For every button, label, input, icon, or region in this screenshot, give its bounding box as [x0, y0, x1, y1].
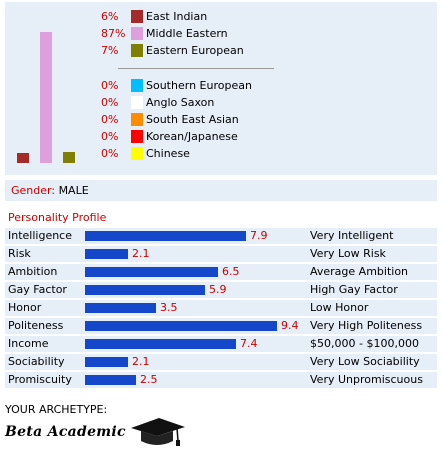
personality-row: Intelligence 7.9 Very Intelligent: [5, 228, 437, 244]
trait-bar: [85, 303, 156, 313]
ethnicity-row: 0% Anglo Saxon: [101, 96, 214, 110]
trait-description: Low Honor: [310, 301, 369, 314]
trait-value: 6.5: [222, 265, 240, 278]
trait-name: Risk: [8, 247, 31, 260]
personality-row: Risk 2.1 Very Low Risk: [5, 246, 437, 262]
ethnicity-percent: 0%: [101, 147, 119, 160]
trait-name: Politeness: [8, 319, 64, 332]
gender-row: Gender: MALE: [5, 180, 437, 201]
ethnicity-row: 7% Eastern European: [101, 44, 244, 58]
personality-profile-title: Personality Profile: [8, 211, 107, 224]
trait-bar: [85, 231, 246, 241]
trait-bar: [85, 339, 236, 349]
ethnicity-row: 0% South East Asian: [101, 113, 239, 127]
trait-description: Very Low Risk: [310, 247, 386, 260]
personality-row: Income 7.4 $50,000 - $100,000: [5, 336, 437, 352]
ethnicity-swatch: [131, 10, 143, 23]
ethnicity-percent: 7%: [101, 44, 119, 57]
ethnicity-row: 0% Southern European: [101, 79, 252, 93]
ethnicity-label: Anglo Saxon: [146, 96, 215, 109]
ethnicity-percent: 0%: [101, 130, 119, 143]
trait-description: $50,000 - $100,000: [310, 337, 419, 350]
trait-description: High Gay Factor: [310, 283, 398, 296]
trait-description: Very Unpromiscuous: [310, 373, 423, 386]
trait-value: 2.5: [140, 373, 158, 386]
personality-row: Ambition 6.5 Average Ambition: [5, 264, 437, 280]
gender-label: Gender:: [11, 184, 56, 197]
trait-name: Sociability: [8, 355, 65, 368]
trait-name: Gay Factor: [8, 283, 67, 296]
ethnicity-row: 6% East Indian: [101, 10, 207, 24]
ethnicity-label: Korean/Japanese: [146, 130, 238, 143]
trait-description: Very High Politeness: [310, 319, 423, 332]
graduation-cap-icon: [131, 418, 185, 446]
trait-description: Average Ambition: [310, 265, 409, 278]
ethnicity-swatch: [131, 27, 143, 40]
personality-row: Honor 3.5 Low Honor: [5, 300, 437, 316]
trait-value: 7.9: [250, 229, 268, 242]
trait-name: Intelligence: [8, 229, 73, 242]
ethnicity-swatch: [131, 96, 143, 109]
ethnicity-row: 0% Chinese: [101, 147, 190, 161]
archetype-name: Beta Academic: [5, 424, 126, 440]
ethnicity-divider: [118, 68, 274, 69]
trait-bar: [85, 321, 277, 331]
personality-row: Promiscuity 2.5 Very Unpromiscuous: [5, 372, 437, 388]
trait-name: Promiscuity: [8, 373, 72, 386]
trait-value: 9.4: [281, 319, 299, 332]
ethnicity-bar-eastern-european: [63, 152, 75, 163]
ethnicity-label: South East Asian: [146, 113, 239, 126]
personality-row: Gay Factor 5.9 High Gay Factor: [5, 282, 437, 298]
ethnicity-percent: 0%: [101, 96, 119, 109]
trait-bar: [85, 357, 128, 367]
ethnicity-bar-east-indian: [17, 153, 29, 163]
ethnicity-label: Chinese: [146, 147, 190, 160]
ethnicity-swatch: [131, 147, 143, 160]
ethnicity-percent: 6%: [101, 10, 119, 23]
ethnicity-row: 0% Korean/Japanese: [101, 130, 238, 144]
personality-row: Politeness 9.4 Very High Politeness: [5, 318, 437, 334]
ethnicity-percent: 0%: [101, 113, 119, 126]
trait-value: 3.5: [160, 301, 178, 314]
ethnicity-swatch: [131, 79, 143, 92]
ethnicity-label: East Indian: [146, 10, 208, 23]
trait-name: Ambition: [8, 265, 58, 278]
trait-bar: [85, 375, 136, 385]
trait-description: Very Low Sociability: [310, 355, 420, 368]
ethnicity-bar-middle-eastern: [40, 32, 52, 163]
trait-value: 7.4: [240, 337, 258, 350]
trait-description: Very Intelligent: [310, 229, 394, 242]
ethnicity-label: Southern European: [146, 79, 252, 92]
trait-value: 2.1: [132, 247, 150, 260]
ethnicity-panel: 6% East Indian 87% Middle Eastern 7% Eastern …: [5, 2, 437, 175]
ethnicity-label: Eastern European: [146, 44, 244, 57]
trait-name: Income: [8, 337, 49, 350]
ethnicity-swatch: [131, 130, 143, 143]
trait-bar: [85, 267, 218, 277]
ethnicity-row: 87% Middle Eastern: [101, 27, 228, 41]
trait-bar: [85, 249, 128, 259]
ethnicity-percent: 87%: [101, 27, 126, 40]
trait-value: 2.1: [132, 355, 150, 368]
gender-value: MALE: [58, 184, 89, 197]
archetype-title: YOUR ARCHETYPE:: [5, 403, 108, 416]
trait-name: Honor: [8, 301, 42, 314]
ethnicity-percent: 0%: [101, 79, 119, 92]
trait-value: 5.9: [209, 283, 227, 296]
ethnicity-label: Middle Eastern: [146, 27, 228, 40]
ethnicity-swatch: [131, 113, 143, 126]
personality-row: Sociability 2.1 Very Low Sociability: [5, 354, 437, 370]
trait-bar: [85, 285, 205, 295]
ethnicity-swatch: [131, 44, 143, 57]
